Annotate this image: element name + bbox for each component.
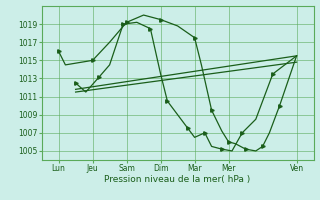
X-axis label: Pression niveau de la mer( hPa ): Pression niveau de la mer( hPa ): [104, 175, 251, 184]
